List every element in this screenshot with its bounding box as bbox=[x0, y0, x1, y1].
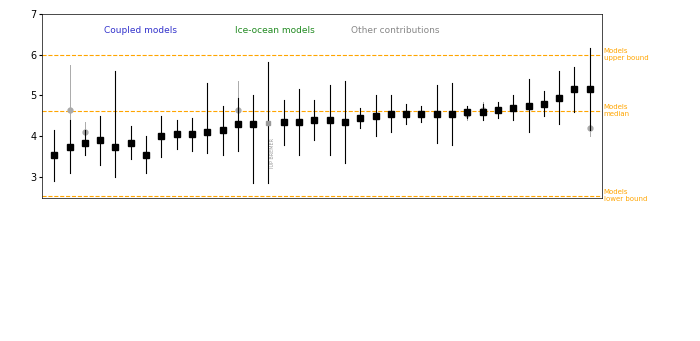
Text: Other contributions: Other contributions bbox=[351, 26, 439, 35]
Text: IUP BREMER: IUP BREMER bbox=[270, 138, 275, 168]
Text: Ice-ocean models: Ice-ocean models bbox=[234, 26, 314, 35]
Text: Models
median: Models median bbox=[603, 104, 630, 117]
Text: Coupled models: Coupled models bbox=[104, 26, 176, 35]
Text: Models
upper bound: Models upper bound bbox=[603, 48, 648, 61]
Text: Models
lower bound: Models lower bound bbox=[603, 189, 647, 202]
